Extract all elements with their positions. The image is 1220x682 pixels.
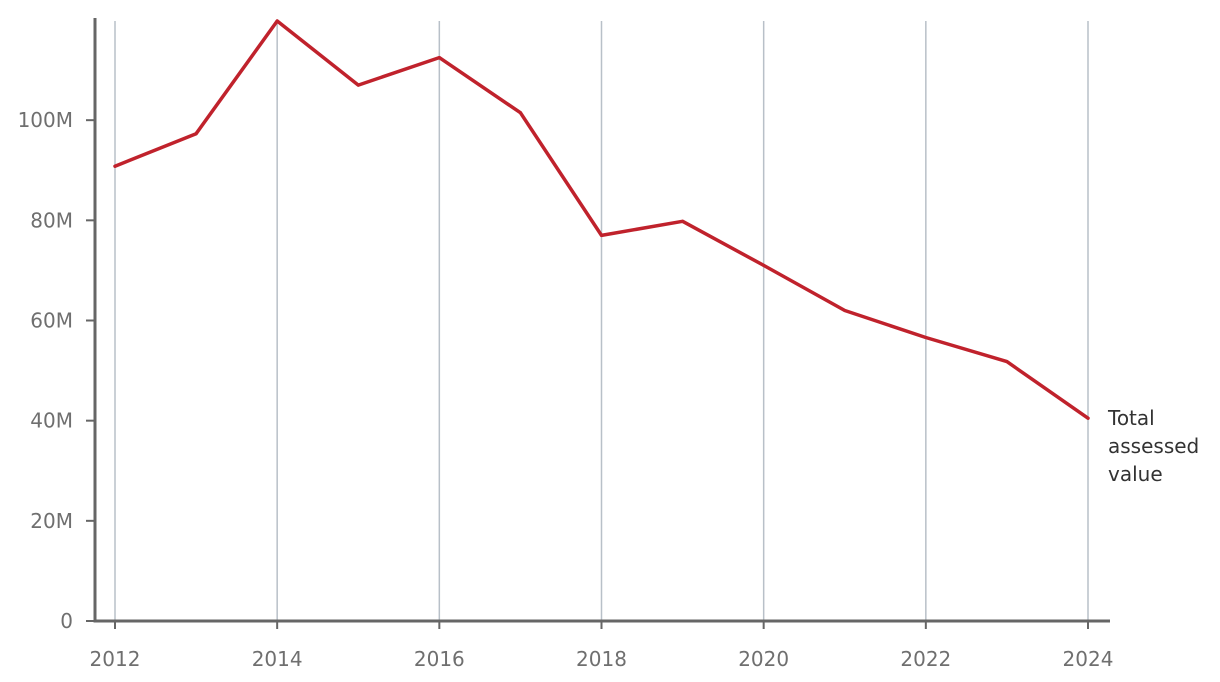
data-point-2021 <box>843 308 847 312</box>
series-label-line: value <box>1108 462 1163 486</box>
y-axis: 0 20M 40M 60M 80M 100M <box>18 18 97 633</box>
vertical-gridlines <box>114 21 1089 621</box>
y-tick-label: 60M <box>30 308 73 332</box>
y-tick-label: 20M <box>30 509 73 533</box>
series-label-line: assessed <box>1108 434 1199 458</box>
data-point-2013 <box>194 132 198 136</box>
y-tick-label: 0 <box>60 609 73 633</box>
y-tick-label: 100M <box>18 108 73 132</box>
x-tick-label: 2012 <box>90 647 141 671</box>
x-tick-label: 2020 <box>738 647 789 671</box>
series-group: Total assessed value <box>113 19 1199 486</box>
data-point-2023 <box>1005 360 1009 364</box>
y-tick-label: 40M <box>30 409 73 433</box>
data-point-2012 <box>113 164 117 168</box>
series-label-line: Total <box>1107 406 1155 430</box>
x-tick-label: 2024 <box>1063 647 1114 671</box>
data-point-2024 <box>1086 416 1090 420</box>
data-point-2015 <box>356 83 360 87</box>
data-point-2016 <box>437 56 441 60</box>
x-tick-label: 2018 <box>576 647 627 671</box>
data-point-2019 <box>681 219 685 223</box>
x-axis: 2012 2014 2016 2018 2020 2022 2024 <box>90 619 1114 671</box>
data-point-2022 <box>924 336 928 340</box>
x-tick-label: 2022 <box>900 647 951 671</box>
data-point-2020 <box>762 263 766 267</box>
data-point-2017 <box>518 111 522 115</box>
x-tick-label: 2016 <box>414 647 465 671</box>
y-tick-label: 80M <box>30 208 73 232</box>
data-point-2014 <box>275 19 279 23</box>
x-tick-label: 2014 <box>252 647 303 671</box>
data-point-2018 <box>600 233 603 237</box>
